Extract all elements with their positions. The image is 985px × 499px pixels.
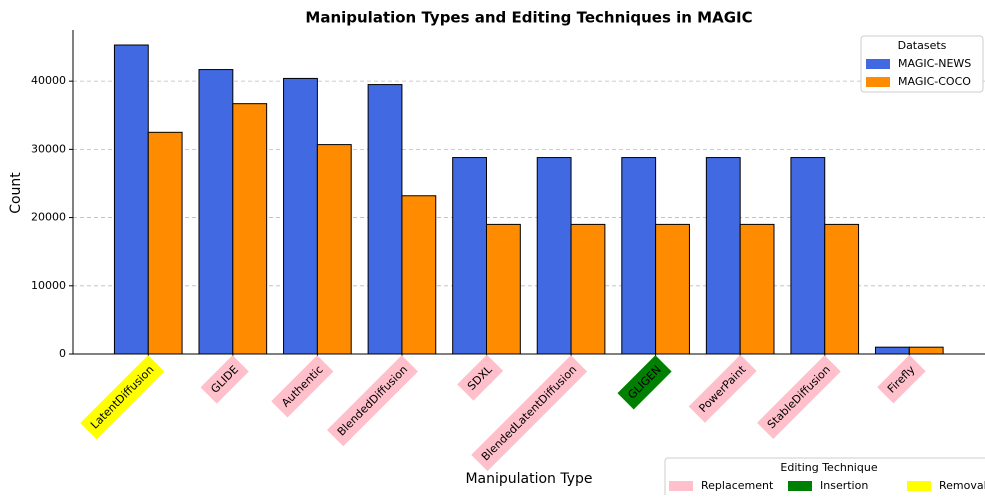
x-axis-label: Manipulation Type	[465, 471, 592, 487]
x-tick-background	[271, 355, 334, 418]
x-tick-background	[688, 354, 757, 423]
bar	[316, 144, 352, 355]
legend-swatch	[866, 59, 890, 69]
bar	[824, 223, 860, 355]
x-tick-background	[80, 355, 165, 440]
bar	[485, 223, 521, 355]
x-tick-group: BlendedDiffusion	[326, 355, 418, 447]
legend-label: MAGIC-COCO	[898, 75, 971, 88]
x-tick-group: PowerPaint	[688, 354, 757, 423]
technique-legend-box	[664, 457, 985, 499]
x-tick-background	[877, 354, 926, 404]
x-tick-label: StableDiffusion	[765, 363, 833, 431]
bar	[367, 84, 403, 355]
x-tick-group: StableDiffusion	[757, 355, 841, 440]
legend-swatch	[866, 77, 890, 87]
technique-swatch	[907, 481, 931, 491]
y-tick-label: 40000	[31, 74, 66, 87]
bar	[874, 346, 910, 355]
x-tick-label: PowerPaint	[696, 363, 748, 415]
bar	[536, 157, 572, 355]
bar	[283, 77, 318, 355]
technique-swatch	[788, 481, 812, 491]
x-tick-label: Authentic	[279, 363, 326, 410]
technique-label: Replacement	[701, 479, 774, 492]
y-axis-label: Count	[8, 172, 24, 214]
x-tick-background	[757, 355, 841, 440]
x-tick-label: BlendedDiffusion	[335, 363, 410, 438]
bar	[705, 157, 741, 355]
y-tick-label: 0	[59, 347, 66, 360]
technique-label: Removal	[939, 479, 985, 492]
bar	[621, 157, 657, 355]
legend-box	[860, 35, 984, 93]
x-tick-group: SDXL	[457, 354, 504, 401]
y-tick-label: 10000	[31, 279, 66, 292]
x-tick-group: Firefly	[877, 354, 926, 404]
x-tick-background	[457, 354, 504, 401]
technique-swatch	[669, 481, 693, 491]
x-tick-group: Authentic	[271, 355, 334, 418]
x-tick-group: LatentDiffusion	[80, 355, 165, 440]
technique-legend-title: Editing Technique	[780, 461, 877, 474]
x-tick-group: GLIDE	[200, 355, 249, 404]
x-tick-label: LatentDiffusion	[88, 363, 156, 431]
bar	[790, 157, 826, 355]
legend-title: Datasets	[898, 39, 947, 52]
x-tick-background	[200, 355, 249, 404]
bar	[147, 131, 183, 355]
x-tick-group: GLIGEN	[617, 355, 672, 410]
bar	[452, 157, 487, 355]
bar	[401, 195, 437, 355]
y-tick-label: 30000	[31, 142, 66, 155]
bar	[908, 346, 944, 355]
bar	[113, 44, 149, 355]
x-tick-background	[617, 355, 672, 410]
y-tick-label: 20000	[31, 211, 66, 224]
bar	[655, 223, 690, 355]
bar	[232, 103, 268, 355]
bar	[198, 69, 234, 355]
bar	[570, 223, 606, 355]
legend-label: MAGIC-NEWS	[898, 57, 971, 70]
technique-label: Insertion	[820, 479, 868, 492]
x-tick-background	[471, 355, 588, 472]
x-tick-background	[326, 355, 418, 447]
chart-title: Manipulation Types and Editing Technique…	[305, 9, 752, 27]
bar	[739, 223, 775, 355]
